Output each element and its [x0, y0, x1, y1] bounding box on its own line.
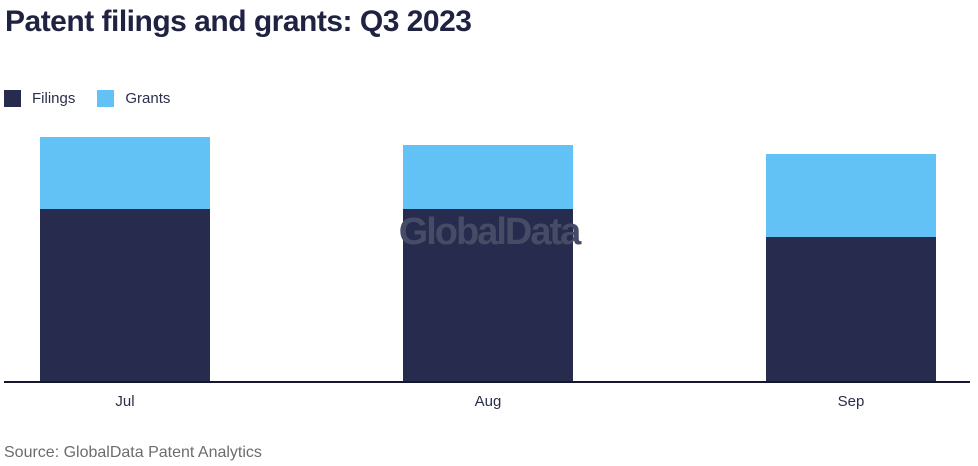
bar-segment-sep-filings	[766, 237, 936, 381]
x-axis-label-jul: Jul	[115, 393, 135, 410]
chart-title: Patent filings and grants: Q3 2023	[5, 5, 472, 38]
legend-label-filings: Filings	[32, 89, 76, 107]
legend-item-filings[interactable]: Filings	[4, 89, 76, 107]
bar-aug	[403, 145, 573, 381]
grants-swatch-icon	[97, 89, 115, 107]
bar-segment-jul-filings	[40, 209, 210, 381]
bar-segment-sep-grants	[766, 154, 936, 237]
legend-label-grants: Grants	[125, 89, 171, 107]
source-text: Source: GlobalData Patent Analytics	[4, 444, 262, 461]
bar-segment-jul-grants	[40, 137, 210, 209]
bar-segment-aug-grants	[403, 145, 573, 209]
x-axis-line	[4, 381, 970, 383]
filings-swatch-icon	[4, 89, 21, 107]
bar-jul	[40, 137, 210, 381]
bar-segment-aug-filings	[403, 209, 573, 381]
chart-legend: Filings Grants	[4, 88, 978, 108]
x-axis-labels: Jul Aug Sep	[0, 394, 978, 410]
x-axis-label-sep: Sep	[837, 393, 865, 410]
plot-area: GlobalData	[0, 137, 978, 381]
legend-item-grants[interactable]: Grants	[97, 89, 171, 107]
bar-sep	[766, 154, 936, 381]
x-axis-label-aug: Aug	[474, 393, 502, 410]
